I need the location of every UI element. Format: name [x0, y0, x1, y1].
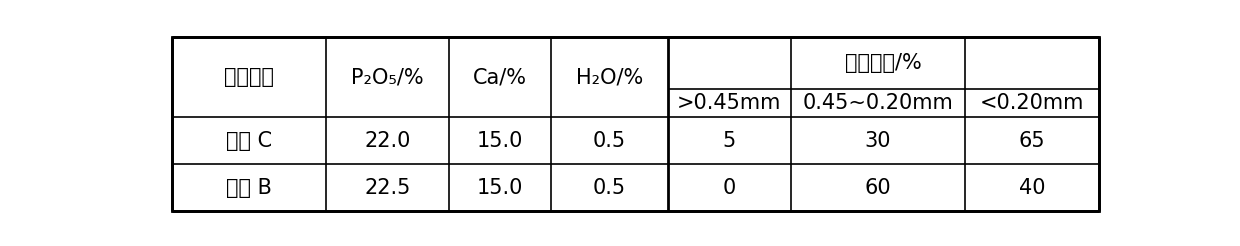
Text: P₂O₅/%: P₂O₅/% [351, 67, 424, 87]
Text: 粒径分布/%: 粒径分布/% [844, 53, 921, 73]
Text: 15.0: 15.0 [477, 131, 523, 151]
Text: 65: 65 [1019, 131, 1045, 151]
Text: 0.5: 0.5 [593, 131, 626, 151]
Text: 40: 40 [1019, 178, 1045, 198]
Text: 5: 5 [723, 131, 735, 151]
Text: 22.0: 22.0 [365, 131, 410, 151]
Text: 返料 B: 返料 B [227, 178, 273, 198]
Text: 0.45~0.20mm: 0.45~0.20mm [802, 93, 954, 113]
Text: <0.20mm: <0.20mm [980, 93, 1084, 113]
Text: 返料 C: 返料 C [226, 131, 273, 151]
Text: 物料名称: 物料名称 [224, 67, 274, 87]
Text: 0: 0 [723, 178, 735, 198]
Text: 0.5: 0.5 [593, 178, 626, 198]
Text: >0.45mm: >0.45mm [677, 93, 781, 113]
Text: 30: 30 [864, 131, 892, 151]
Text: 60: 60 [864, 178, 892, 198]
Text: H₂O/%: H₂O/% [575, 67, 644, 87]
Text: 15.0: 15.0 [477, 178, 523, 198]
Text: Ca/%: Ca/% [474, 67, 527, 87]
Text: 22.5: 22.5 [365, 178, 410, 198]
